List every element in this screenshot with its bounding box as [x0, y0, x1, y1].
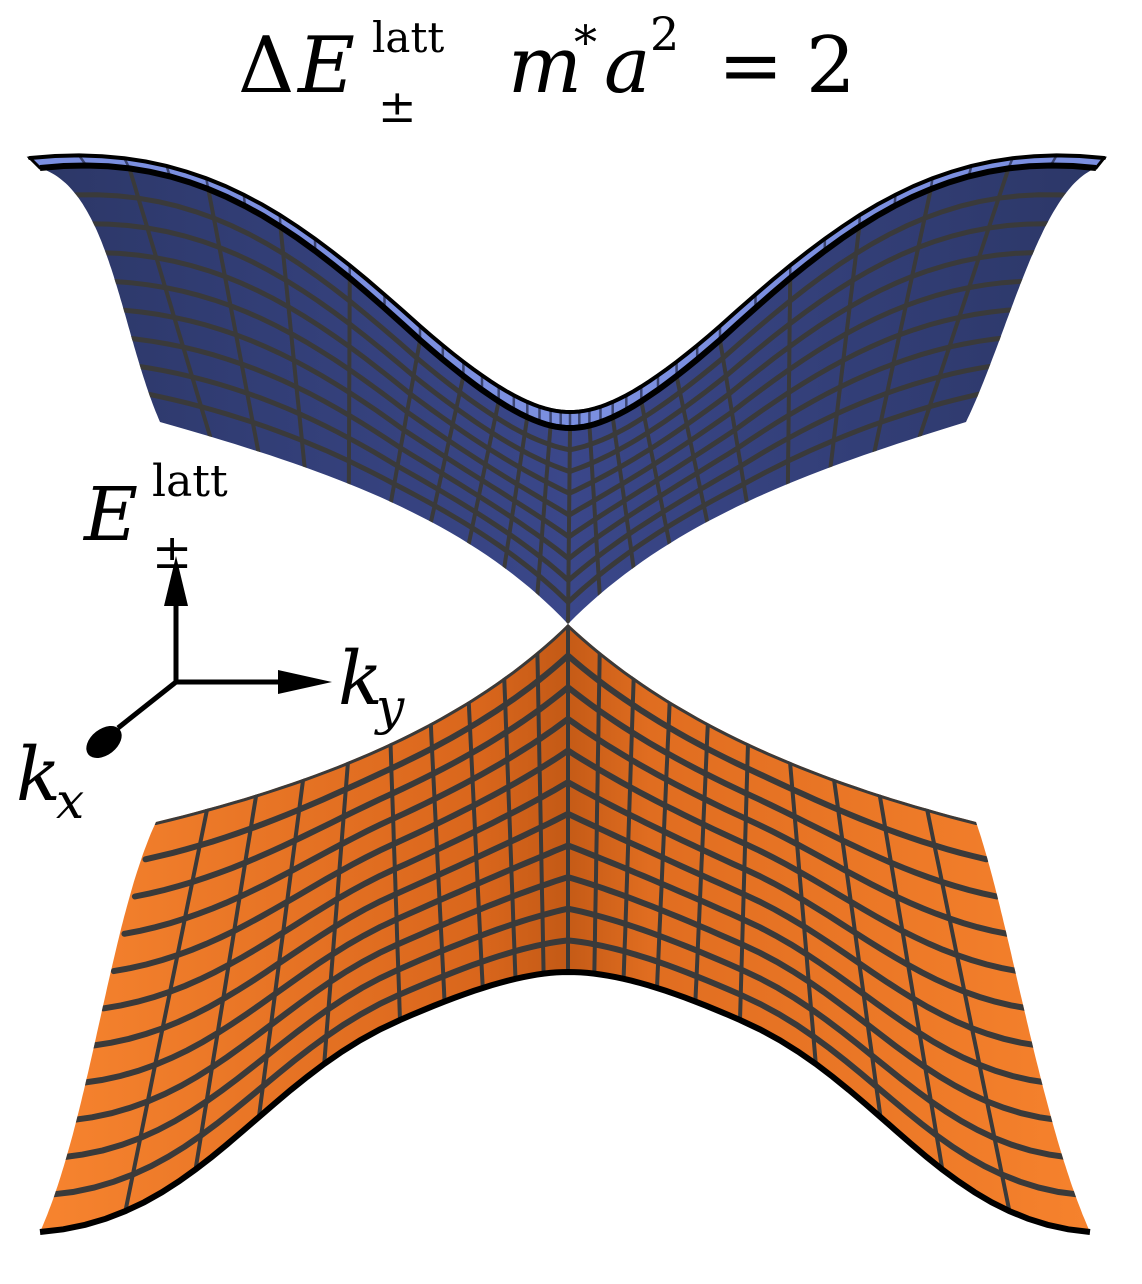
kx-axis-arrowhead	[86, 725, 122, 759]
lower-grid-column	[621, 675, 636, 981]
upper-grid-column	[917, 166, 1011, 439]
upper-band-surface	[26, 153, 1107, 624]
upper-grid-column	[127, 166, 213, 439]
lower-grid-column	[738, 741, 750, 1022]
upper-rim-back-edge	[28, 153, 1106, 415]
lower-grid-column	[322, 759, 350, 1066]
kx-label-sub: x	[56, 772, 84, 830]
lower-grid-column	[193, 792, 259, 1172]
title-sup: latt	[372, 13, 444, 62]
title-delta: Δ	[238, 21, 294, 111]
lower-grid-column	[123, 806, 210, 1214]
upper-band-outline	[39, 162, 1097, 432]
lower-grid-column	[693, 721, 710, 1004]
title-sub: ±	[378, 79, 417, 133]
kx-label-base: k	[16, 732, 61, 818]
lower-grid-column	[831, 776, 883, 1120]
upper-grid-column	[535, 423, 553, 597]
axes-triad: E latt ± k y k x	[16, 456, 405, 830]
title-a: a	[604, 21, 651, 111]
upper-grid-column	[674, 374, 710, 524]
upper-grid-column	[502, 415, 530, 570]
lower-grid-column	[466, 699, 485, 990]
ky-label-sub: y	[374, 678, 405, 736]
lower-grid-column	[655, 699, 672, 990]
lower-band-outline	[39, 968, 1091, 1235]
upper-grid-column	[828, 224, 862, 470]
title-star: *	[574, 15, 597, 69]
kx-axis-line	[116, 680, 178, 730]
lower-grid-column	[256, 776, 306, 1120]
energy-axis-arrowhead	[164, 556, 188, 606]
upper-band-body	[40, 165, 1096, 624]
lower-grid-column	[788, 759, 818, 1066]
title-m: m	[508, 21, 582, 111]
upper-grid-column	[278, 224, 307, 470]
title-E: E	[296, 21, 355, 111]
lower-grid-column	[877, 792, 945, 1172]
lower-grid-column	[388, 741, 402, 1022]
upper-grid-column	[389, 338, 422, 504]
energy-label-sub: ±	[152, 524, 192, 580]
lower-grid-column	[502, 675, 518, 981]
figure-title: Δ E latt ± m * a 2 = 2	[238, 7, 856, 133]
upper-grid-column	[718, 338, 749, 504]
upper-grid-column	[610, 415, 636, 570]
title-value: 2	[806, 21, 856, 111]
upper-grid-column	[206, 187, 261, 454]
upper-band-grid	[50, 166, 1085, 624]
upper-grid-column	[429, 374, 466, 524]
upper-grid-column	[566, 426, 572, 624]
upper-grid-column	[346, 276, 352, 486]
energy-label-sup: latt	[152, 456, 228, 507]
lower-grid-column	[535, 649, 546, 976]
upper-grid-column	[587, 423, 602, 597]
lower-grid-column	[428, 721, 447, 1004]
title-exp: 2	[650, 7, 679, 61]
upper-grid-column	[639, 399, 672, 546]
upper-grid-column	[785, 276, 793, 486]
upper-grid-column	[872, 187, 933, 454]
title-equals: =	[718, 21, 783, 111]
lower-band-surface	[39, 624, 1091, 1235]
upper-grid-column	[466, 399, 501, 546]
lower-grid-column	[925, 806, 1012, 1214]
lower-grid-column	[592, 649, 602, 976]
ky-axis-arrowhead	[278, 670, 332, 694]
lower-band-grid	[47, 624, 1083, 1214]
energy-label-base: E	[82, 472, 138, 558]
ky-label-base: k	[338, 636, 383, 722]
